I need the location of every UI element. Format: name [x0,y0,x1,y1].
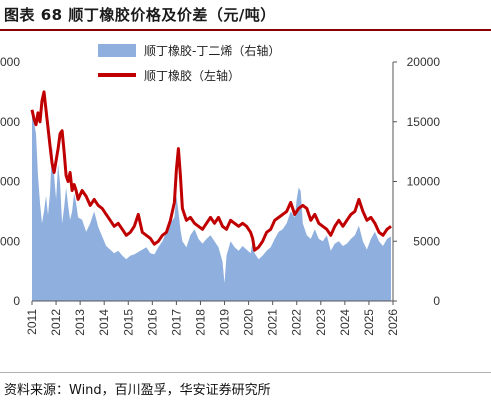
left-y-tick-label: 0 [13,294,20,308]
x-tick-label: 2011 [25,309,39,335]
x-tick-label: 2026 [386,309,400,336]
legend: 顺丁橡胶-丁二烯（右轴） 顺丁橡胶（左轴） [98,43,280,83]
x-tick-label: 2012 [49,309,63,336]
legend-label-spread: 顺丁橡胶-丁二烯（右轴） [144,43,280,58]
right-y-tick-label: 20000 [407,55,441,69]
x-tick-label: 2025 [362,309,376,336]
x-tick-label: 2023 [314,309,328,336]
x-tick-label: 2014 [97,309,111,336]
source-note: 资料来源：Wind，百川盈孚，华安证券研究所 [4,383,271,398]
right-y-tick-label: 15000 [407,115,441,129]
title-divider [0,29,491,31]
legend-label-price: 顺丁橡胶（左轴） [144,68,240,83]
x-tick-label: 2018 [193,309,207,336]
right-y-tick-label: 5000 [413,234,440,248]
left-y-tick-label: 000 [0,234,20,248]
x-tick-label: 2019 [218,309,232,336]
chart-title: 图表 68 顺丁橡胶价格及价差（元/吨） [4,6,276,24]
line-series-price [30,90,392,252]
legend-swatch-spread [98,44,136,57]
x-tick-label: 2021 [266,309,280,336]
left-y-tick-label: 000 [0,115,20,129]
area-series-spread [32,109,391,301]
right-y-tick-label: 0 [433,294,440,308]
x-tick-label: 2016 [145,309,159,336]
x-tick-label: 2020 [242,309,256,336]
x-tick-label: 2022 [290,309,304,336]
left-y-tick-label: 000 [0,175,20,189]
left-y-tick-label: 000 [0,55,20,69]
x-tick-label: 2024 [338,309,352,336]
x-tick-label: 2017 [169,309,183,336]
line-series-layer [30,90,392,252]
x-tick-label: 2015 [121,309,135,336]
source-divider [0,372,491,373]
x-tick-label: 2013 [73,309,87,336]
area-series-layer [32,109,391,301]
right-y-tick-label: 10000 [407,175,441,189]
